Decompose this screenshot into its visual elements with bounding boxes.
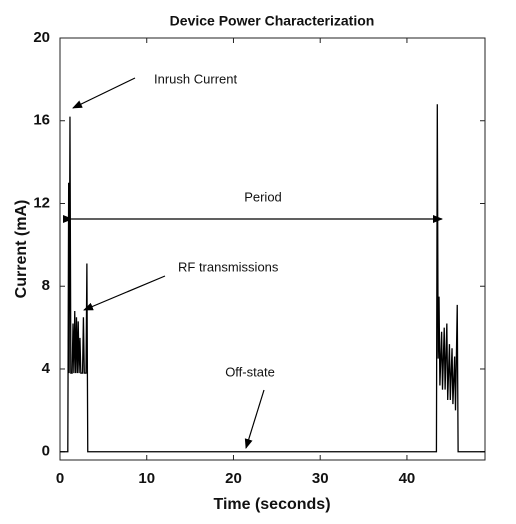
annotation: Period [244, 189, 282, 204]
y-axis-label: Current (mA) [13, 200, 30, 299]
x-tick-label: 40 [399, 470, 416, 487]
plot-area [59, 37, 486, 461]
annotation-arrow [83, 275, 166, 311]
x-tick-label: 20 [225, 470, 242, 487]
annotation: RF transmissions [178, 259, 279, 274]
current-line [60, 104, 485, 453]
x-tick-label: 0 [56, 470, 64, 487]
x-tick-label: 30 [312, 470, 329, 487]
y-tick-label: 16 [33, 112, 50, 129]
y-tick-label: 12 [33, 194, 50, 211]
y-tick-label: 4 [42, 360, 51, 377]
annotation-arrow [244, 389, 265, 449]
annotation: Inrush Current [154, 71, 237, 86]
x-tick-label: 10 [138, 470, 155, 487]
y-tick-label: 8 [42, 277, 50, 294]
y-tick-label: 20 [33, 29, 50, 46]
annotation: Off-state [225, 364, 275, 379]
chart-title: Device Power Characterization [170, 13, 375, 29]
x-axis-label: Time (seconds) [213, 496, 330, 513]
y-tick-label: 0 [42, 443, 50, 460]
annotation-arrow [72, 77, 136, 109]
